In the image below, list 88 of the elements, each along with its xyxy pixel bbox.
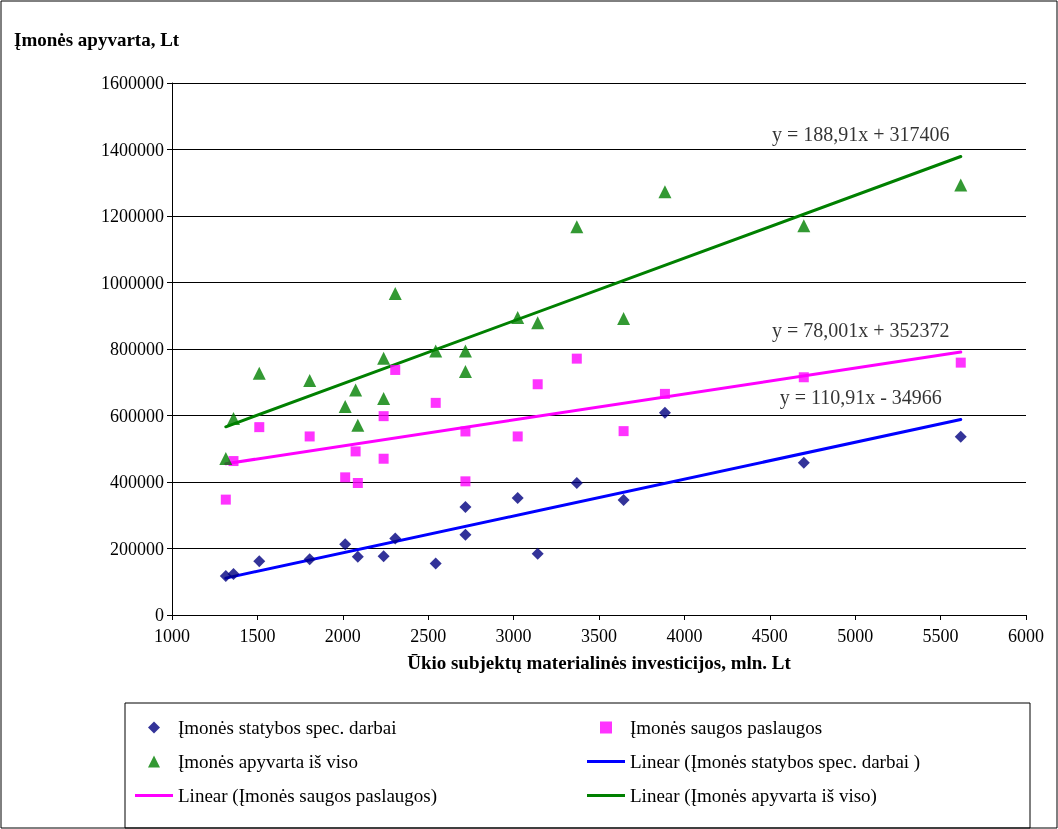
point <box>617 493 630 506</box>
x-tick-label: 3000 <box>495 626 532 646</box>
point <box>797 219 811 233</box>
point <box>219 451 233 465</box>
y-tick-label: 1200000 <box>101 206 164 226</box>
legend-label: Įmonės saugos paslaugos <box>630 717 823 738</box>
y-tick-label: 1000000 <box>101 272 164 293</box>
point <box>532 379 543 390</box>
point <box>658 406 671 419</box>
point <box>429 557 442 570</box>
point <box>511 310 525 324</box>
point <box>226 411 240 425</box>
point <box>659 388 670 399</box>
y-tick-label: 600000 <box>110 405 164 426</box>
x-tick-label: 5000 <box>837 626 874 646</box>
point <box>617 311 631 325</box>
y-tick-label: 1600000 <box>101 73 164 93</box>
point <box>459 528 472 541</box>
y-tick-label: 1400000 <box>101 139 164 160</box>
legend-label: Linear (Įmonės statybos spec. darbai ) <box>630 751 921 773</box>
point <box>340 472 351 483</box>
point <box>955 357 966 368</box>
point <box>531 547 544 560</box>
point <box>227 568 240 581</box>
legend-label: Linear (Įmonės apyvarta iš viso) <box>630 785 877 807</box>
point <box>338 400 352 414</box>
point <box>253 555 266 568</box>
point <box>388 286 402 300</box>
annotation: y = 78,001x + 352372 <box>771 318 950 342</box>
point <box>350 446 361 457</box>
point <box>797 456 810 469</box>
point <box>511 491 524 504</box>
point <box>378 411 389 422</box>
point <box>658 185 672 199</box>
y-tick-label: 0 <box>155 605 164 625</box>
point <box>570 220 584 234</box>
point <box>377 392 391 406</box>
x-tick-label: 1000 <box>154 626 190 646</box>
y-tick-label: 800000 <box>110 339 164 359</box>
point <box>459 500 472 513</box>
legend-label: Įmonės statybos spec. darbai <box>178 717 397 738</box>
point <box>219 570 232 583</box>
point <box>378 453 389 464</box>
point <box>377 550 390 563</box>
point <box>954 430 967 443</box>
point <box>618 426 629 437</box>
x-tick-label: 2000 <box>324 626 361 646</box>
point <box>954 178 968 192</box>
annotation: y = 110,91x - 34966 <box>779 386 942 410</box>
x-tick-label: 2500 <box>410 626 447 646</box>
point <box>430 397 441 408</box>
point <box>351 418 365 432</box>
x-tick-label: 5500 <box>922 626 959 646</box>
point <box>571 353 582 364</box>
point <box>458 344 472 358</box>
point <box>352 478 363 488</box>
x-tick-label: 3500 <box>581 626 617 646</box>
legend-label: Įmonės apyvarta iš viso <box>178 751 358 772</box>
point <box>460 476 471 487</box>
point <box>429 344 443 358</box>
point <box>252 366 266 380</box>
legend-label: Linear (Įmonės saugos paslaugos) <box>178 785 438 807</box>
x-axis-title: Ūkio subjektų materialinės investicijos, mln. Lt <box>407 652 792 673</box>
point <box>377 351 391 365</box>
point <box>390 364 401 375</box>
x-tick-label: 1500 <box>239 626 276 646</box>
point <box>460 426 471 437</box>
x-tick-label: 6000 <box>1008 626 1044 646</box>
point <box>531 316 545 330</box>
point <box>304 431 315 442</box>
y-tick-label: 200000 <box>110 538 164 559</box>
point <box>798 372 809 383</box>
annotation: y = 188,91x + 317406 <box>771 123 950 147</box>
point <box>349 383 363 397</box>
point <box>303 553 316 566</box>
y-axis-title: Įmonės apyvarta, Lt <box>14 29 180 50</box>
x-tick-label: 4000 <box>666 626 703 646</box>
point <box>254 422 265 433</box>
y-tick-label: 400000 <box>110 472 164 492</box>
point <box>389 532 402 545</box>
point <box>303 374 317 388</box>
x-tick-label: 4500 <box>751 626 788 646</box>
point <box>512 431 523 442</box>
point <box>339 538 352 551</box>
point <box>351 550 364 563</box>
point <box>458 365 472 379</box>
point <box>220 494 231 505</box>
point <box>570 477 583 489</box>
